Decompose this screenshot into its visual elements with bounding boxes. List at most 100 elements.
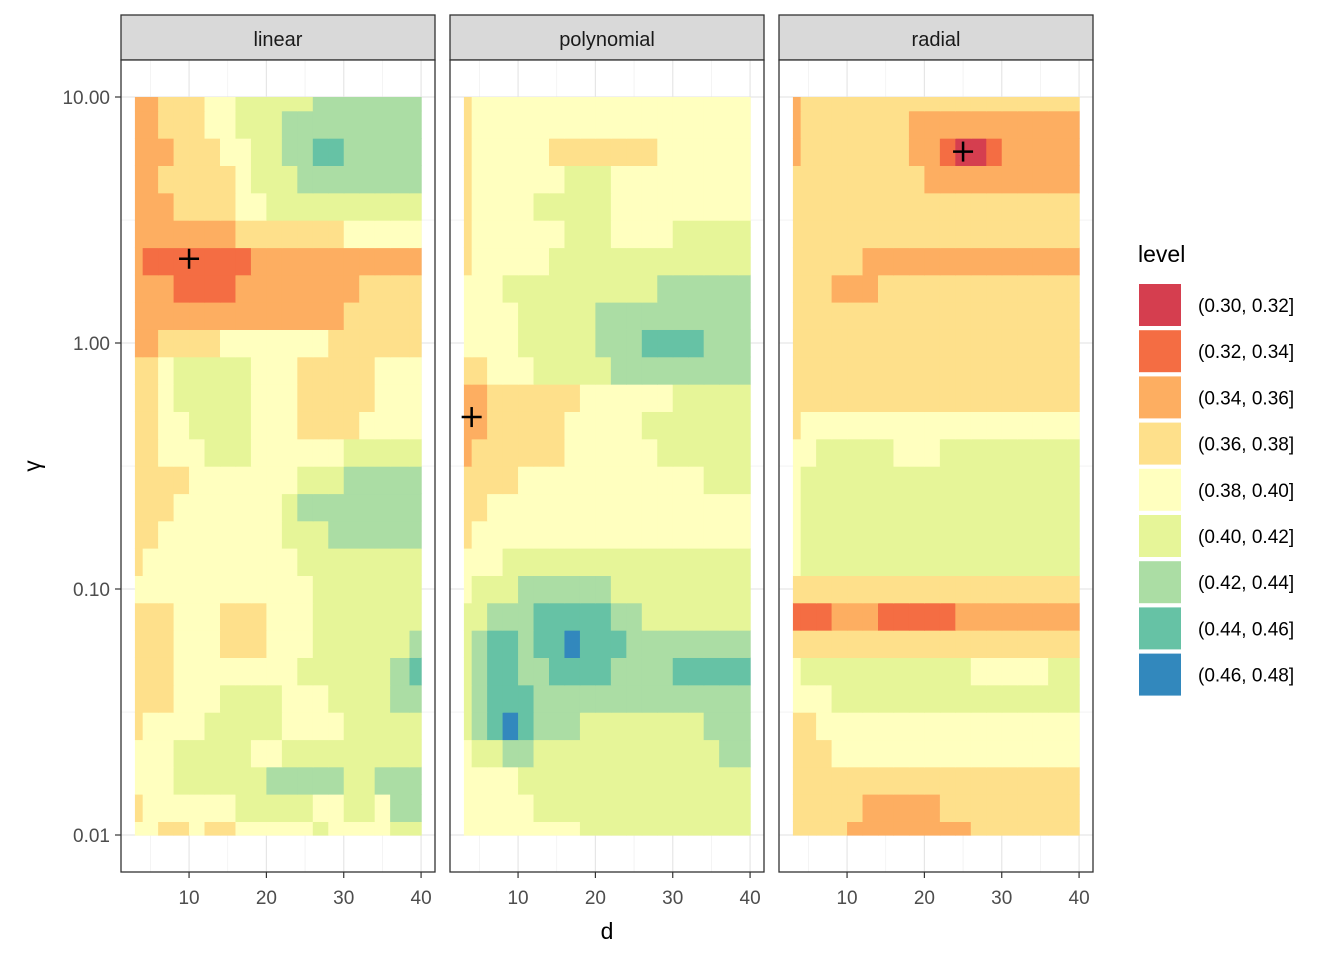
contour-cell [703,548,720,576]
contour-cell [908,493,925,522]
contour-cell [908,192,925,221]
contour-cell [1032,712,1049,741]
contour-cell [471,548,488,576]
contour-cell [374,821,391,836]
contour-cell [657,602,674,631]
contour-cell [1001,739,1018,768]
contour-cell [595,684,612,713]
contour-cell [1067,384,1080,412]
contour-cell [328,712,345,741]
contour-cell [657,630,674,658]
contour-cell [688,602,705,631]
contour-cell [641,548,658,576]
contour-cell [173,630,190,658]
contour-cell [549,274,566,303]
contour-cell [549,602,566,631]
contour-cell [1067,274,1080,303]
contour-cell [312,192,329,221]
contour-cells [134,97,422,836]
contour-cell [908,329,925,358]
contour-cell [672,411,689,440]
contour-cell [1001,220,1018,249]
contour-cell [487,138,504,166]
contour-cell [1017,575,1034,604]
contour-cell [626,274,643,303]
contour-cell [502,766,519,795]
contour-cell [328,520,345,549]
minimum-marker [461,407,482,428]
contour-cell [831,657,848,686]
contour-cell [134,247,144,276]
contour-cell [893,97,910,112]
contour-cell [312,247,329,276]
contour-cell [800,630,817,658]
contour-cell [1017,192,1034,221]
contour-cell [409,220,422,249]
contour-cell [266,97,283,112]
contour-cell [158,821,175,836]
contour-cell [738,192,751,221]
contour-cell [816,274,833,303]
contour-cell [390,766,411,795]
contour-cell [471,356,488,385]
contour-cell [908,97,925,112]
contour-cell [955,438,972,467]
contour-cell [703,438,720,467]
contour-cell [955,247,972,276]
contour-cell [893,466,910,495]
contour-cell [986,684,1003,713]
contour-cell [688,575,705,604]
contour-cell [134,821,144,836]
contour-cell [610,575,627,604]
contour-cell [878,794,895,822]
contour-cell [1001,356,1018,385]
contour-cell [328,821,345,836]
contour-cell [986,192,1003,221]
contour-cell [235,438,252,467]
contour-cell [390,356,411,385]
contour-cell [409,247,422,276]
contour-cell [1048,821,1069,836]
legend-label: (0.36, 0.38] [1198,435,1294,456]
contour-cell [1001,493,1018,522]
contour-cell [312,329,329,358]
contour-cell [1001,138,1018,166]
contour-cell [134,411,144,440]
contour-cell [1017,329,1034,358]
contour-cell [703,821,720,836]
contour-cell [719,220,740,249]
contour-cell [518,411,535,440]
contour-cell [1001,575,1018,604]
contour-cell [173,684,190,713]
contour-cell [374,766,391,795]
contour-cell [312,766,329,795]
contour-cell [158,274,175,303]
contour-cell [1048,466,1069,495]
contour-cell [158,466,175,495]
contour-cell [250,684,267,713]
contour-cell [579,821,596,836]
contour-cell [703,192,720,221]
contour-cell [939,411,956,440]
contour-cell [487,466,504,495]
contour-cell [1067,138,1080,166]
contour-cell [672,438,689,467]
contour-cell [297,548,314,576]
contour-cell [924,411,941,440]
contour-cell [1048,247,1069,276]
contour-cell [564,247,581,276]
contour-cell [189,739,206,768]
contour-cell [1032,110,1049,139]
contour-cell [549,739,566,768]
contour-cell [1067,739,1080,768]
contour-cell [359,493,376,522]
contour-cell [250,438,267,467]
contour-cell [518,97,535,112]
contour-cell [1001,712,1018,741]
contour-cell [549,356,566,385]
contour-cell [471,821,488,836]
contour-cell [862,97,879,112]
contour-cell [792,575,802,604]
contour-cell [719,110,740,139]
contour-cell [1067,766,1080,795]
